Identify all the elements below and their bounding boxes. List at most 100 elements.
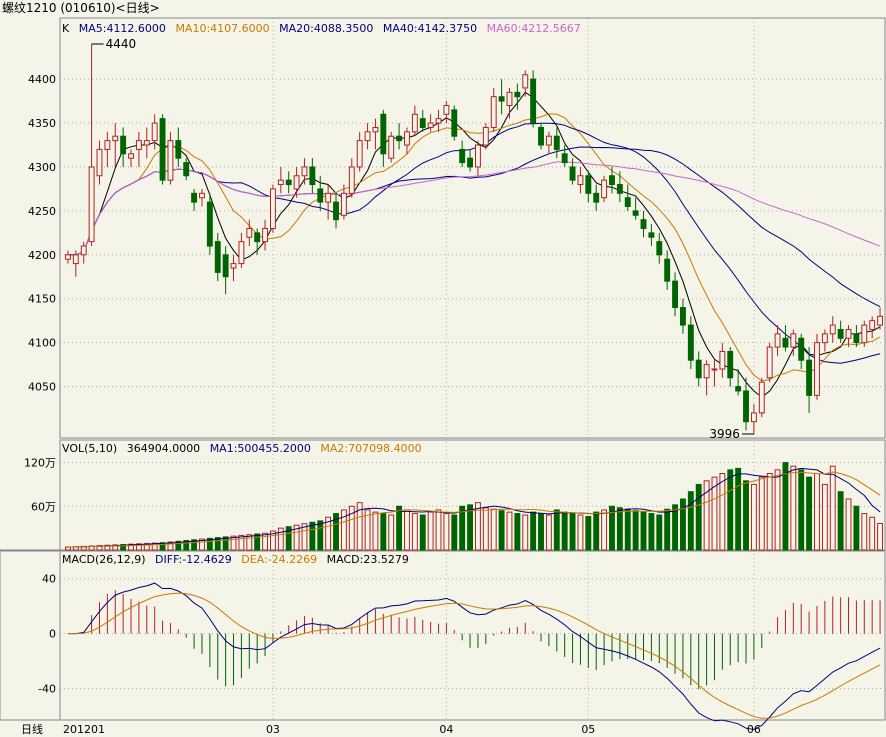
- volume-bar: [719, 473, 726, 551]
- diff-line: [67, 582, 881, 731]
- volume-bar: [364, 509, 371, 551]
- candle-body: [277, 179, 284, 186]
- candle-body: [293, 175, 300, 190]
- candle-body: [285, 179, 292, 186]
- candle-body: [459, 148, 466, 164]
- macd-side-box: [0, 550, 61, 721]
- candle-body: [719, 350, 726, 370]
- volume-bar: [112, 544, 119, 551]
- volume-bar: [96, 545, 103, 551]
- candle-body: [585, 175, 592, 194]
- x-tick-label: 03: [266, 723, 280, 736]
- candle-body: [167, 140, 174, 181]
- candle-body: [112, 135, 119, 142]
- price-tick-label: 4150: [28, 293, 56, 306]
- volume-bar: [230, 535, 237, 551]
- candle-body: [340, 192, 347, 216]
- candle-body: [206, 201, 213, 247]
- macd-histogram: [67, 582, 881, 731]
- volume-bar: [269, 530, 276, 551]
- volume-tick-label: 60万: [31, 500, 56, 513]
- candle-body: [711, 368, 718, 371]
- volume-bar: [601, 509, 608, 551]
- volume-bar: [388, 514, 395, 551]
- volume-ma1-line: [67, 467, 881, 548]
- volume-bar: [782, 462, 789, 551]
- candle-body: [435, 118, 442, 124]
- candle-body: [191, 192, 198, 203]
- candle-body: [624, 197, 631, 208]
- volume-bar: [285, 526, 292, 551]
- price-tick-label: 4300: [28, 161, 56, 174]
- volume-bar: [664, 508, 671, 551]
- volume-bar: [632, 510, 639, 551]
- volume-bar: [498, 510, 505, 551]
- candle-body: [104, 140, 111, 150]
- vol-legend-value: 364904.0000: [126, 442, 201, 455]
- volume-bar: [88, 545, 95, 551]
- candle-body: [609, 175, 615, 186]
- ma40-legend: MA40:4142.3750: [382, 22, 478, 35]
- moving-average-lines: [67, 91, 881, 398]
- volume-bar: [648, 513, 655, 551]
- volume-bar: [561, 511, 568, 551]
- candle-body: [522, 74, 529, 89]
- volume-bar: [183, 540, 190, 551]
- candle-body: [750, 412, 757, 423]
- volume-bar: [356, 502, 363, 551]
- volume-bar: [821, 483, 828, 551]
- volume-bar: [806, 476, 813, 551]
- candle-body: [199, 192, 205, 199]
- volume-bar: [474, 502, 481, 551]
- candle-body: [569, 166, 576, 181]
- candle-body: [758, 381, 765, 414]
- volume-bar: [837, 491, 844, 551]
- volume-bar: [877, 522, 884, 551]
- macd-legend-name: MACD(26,12,9): [62, 553, 146, 566]
- candle-body: [64, 254, 71, 260]
- x-tick-label: 04: [439, 723, 453, 736]
- volume-bar: [530, 511, 537, 551]
- chart-title: 螺纹1210 (010610)<日线>: [2, 1, 160, 15]
- candle-body: [96, 148, 103, 177]
- candle-body: [538, 126, 544, 146]
- volume-bar: [522, 514, 529, 551]
- volume-bars: [64, 462, 884, 551]
- candle-body: [333, 201, 339, 221]
- candle-body: [561, 153, 568, 164]
- axis-labels: 4400 4350 4300 4250 4200 4150 4100 4050 120万 60万 4…: [21, 73, 761, 736]
- candle-body: [404, 131, 410, 146]
- x-tick-label: 05: [581, 723, 595, 736]
- volume-bar: [845, 498, 852, 551]
- volume-bar: [506, 511, 513, 551]
- volume-bar: [774, 469, 781, 551]
- volume-bar: [758, 476, 765, 551]
- candle-body: [553, 135, 560, 150]
- dea-line: [67, 592, 881, 719]
- candle-body: [640, 219, 647, 229]
- candle-body: [672, 280, 679, 309]
- volume-bar: [711, 476, 718, 551]
- price-legend: K MA5:4112.6000 MA10:4107.6000 MA20:4088…: [62, 22, 587, 35]
- volume-bar: [593, 511, 600, 551]
- candle-body: [419, 118, 426, 128]
- volume-bar: [246, 534, 253, 551]
- candle-body: [695, 359, 702, 379]
- volume-bar: [333, 513, 339, 551]
- candle-body: [656, 241, 663, 256]
- volume-bar: [766, 473, 773, 551]
- volume-bar: [569, 513, 576, 551]
- candle-body: [853, 333, 860, 344]
- candle-body: [814, 342, 820, 396]
- candle-body: [577, 175, 584, 186]
- candle-body: [451, 109, 458, 137]
- volume-bar: [687, 491, 694, 551]
- volume-bar: [656, 514, 663, 551]
- price-tick-label: 4250: [28, 205, 56, 218]
- volume-bar: [679, 498, 686, 551]
- volume-bar: [175, 540, 182, 551]
- candle-body: [806, 359, 813, 396]
- candle-body: [72, 254, 79, 265]
- volume-bar: [214, 537, 221, 551]
